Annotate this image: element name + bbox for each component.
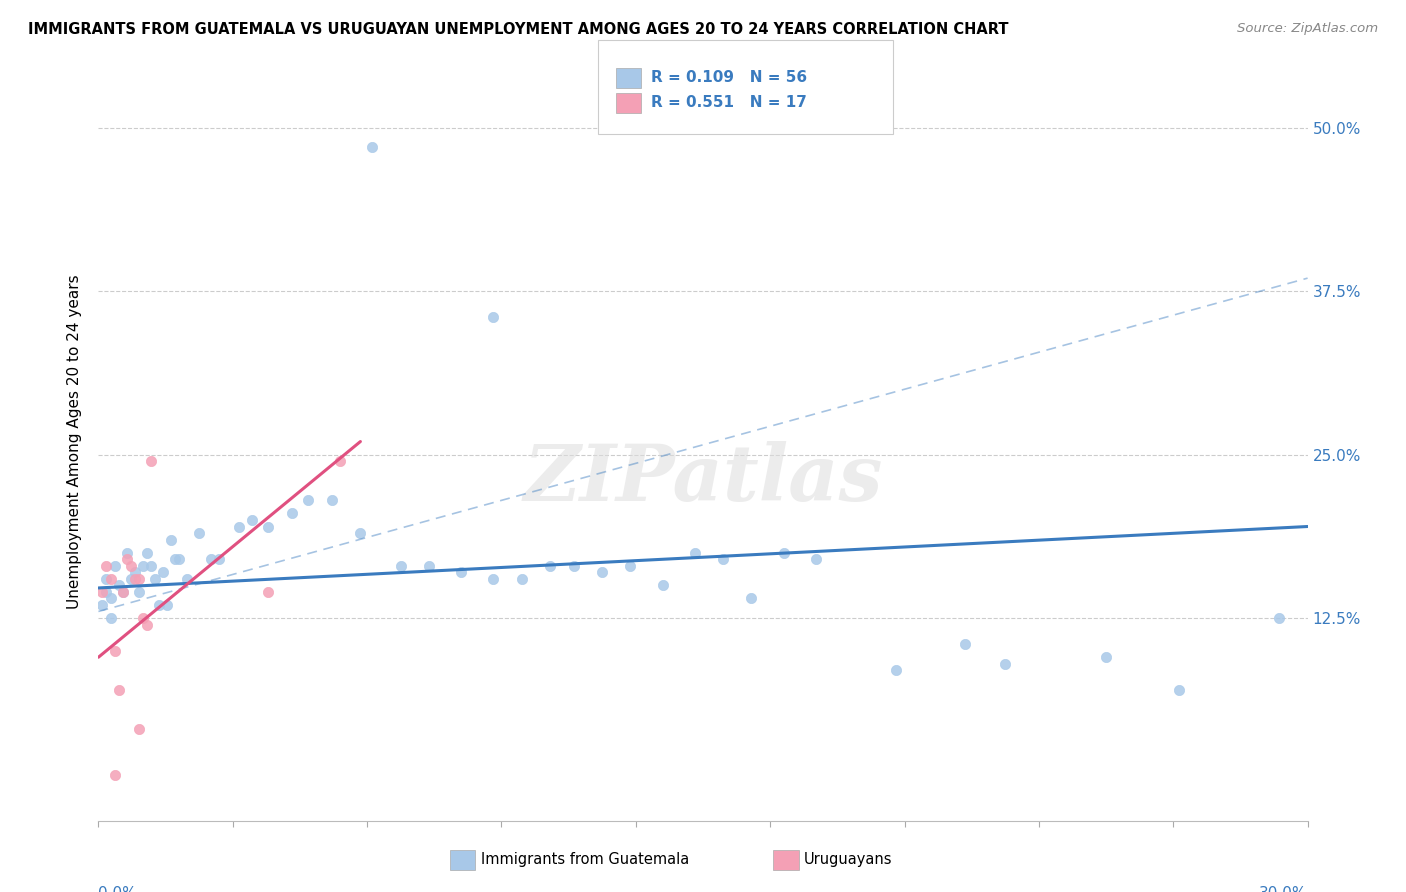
Point xyxy=(128,585,150,599)
Point xyxy=(135,546,157,560)
Point xyxy=(132,558,155,573)
Point xyxy=(128,722,150,736)
Point xyxy=(389,558,412,573)
Point xyxy=(591,566,613,580)
Point xyxy=(772,546,794,560)
Point xyxy=(321,493,343,508)
Point xyxy=(100,572,122,586)
Point xyxy=(156,598,179,612)
Text: IMMIGRANTS FROM GUATEMALA VS URUGUAYAN UNEMPLOYMENT AMONG AGES 20 TO 24 YEARS CO: IMMIGRANTS FROM GUATEMALA VS URUGUAYAN U… xyxy=(28,22,1008,37)
Point xyxy=(107,682,129,697)
Point xyxy=(418,558,440,573)
Point xyxy=(96,572,118,586)
Point xyxy=(91,598,114,612)
Point xyxy=(160,533,183,547)
Point xyxy=(482,310,505,325)
Point xyxy=(120,572,142,586)
Point xyxy=(103,643,125,657)
Y-axis label: Unemployment Among Ages 20 to 24 years: Unemployment Among Ages 20 to 24 years xyxy=(67,274,83,609)
Point xyxy=(228,519,250,533)
Point xyxy=(107,578,129,592)
Point xyxy=(100,591,122,606)
Point xyxy=(135,617,157,632)
Point xyxy=(132,611,155,625)
Text: Immigrants from Guatemala: Immigrants from Guatemala xyxy=(481,853,689,867)
Point xyxy=(152,566,174,580)
Point xyxy=(103,558,125,573)
Point xyxy=(651,578,673,592)
Text: ZIPatlas: ZIPatlas xyxy=(523,442,883,517)
Point xyxy=(240,513,263,527)
Point xyxy=(103,768,125,782)
Point xyxy=(139,558,162,573)
Point xyxy=(886,663,908,677)
Text: Uruguayans: Uruguayans xyxy=(804,853,893,867)
Point xyxy=(111,585,134,599)
Point xyxy=(115,552,138,566)
Point xyxy=(619,558,641,573)
Point xyxy=(994,657,1017,671)
Point xyxy=(111,585,134,599)
Point xyxy=(188,526,211,541)
Point xyxy=(297,493,319,508)
Point xyxy=(115,546,138,560)
Point xyxy=(200,552,222,566)
Point xyxy=(139,454,162,468)
Point xyxy=(482,572,505,586)
Point xyxy=(128,572,150,586)
Point xyxy=(120,558,142,573)
Point xyxy=(256,519,278,533)
Point xyxy=(450,566,472,580)
Point xyxy=(361,140,384,154)
Point xyxy=(96,585,118,599)
Point xyxy=(208,552,231,566)
Point xyxy=(281,507,304,521)
Text: 30.0%: 30.0% xyxy=(1260,886,1308,892)
Point xyxy=(143,572,166,586)
Text: R = 0.109   N = 56: R = 0.109 N = 56 xyxy=(651,70,807,85)
Point xyxy=(1268,611,1291,625)
Point xyxy=(683,546,706,560)
Point xyxy=(100,611,122,625)
Text: 0.0%: 0.0% xyxy=(98,886,138,892)
Point xyxy=(562,558,585,573)
Point xyxy=(176,572,198,586)
Point xyxy=(91,585,114,599)
Point xyxy=(953,637,976,651)
Point xyxy=(1095,650,1118,665)
Point xyxy=(711,552,734,566)
Point xyxy=(1167,682,1189,697)
Point xyxy=(148,598,170,612)
Point xyxy=(96,558,118,573)
Text: Source: ZipAtlas.com: Source: ZipAtlas.com xyxy=(1237,22,1378,36)
Point xyxy=(163,552,186,566)
Point xyxy=(538,558,561,573)
Point xyxy=(256,585,278,599)
Point xyxy=(124,572,146,586)
Point xyxy=(329,454,352,468)
Point xyxy=(510,572,533,586)
Point xyxy=(804,552,827,566)
Text: R = 0.551   N = 17: R = 0.551 N = 17 xyxy=(651,95,807,110)
Point xyxy=(349,526,371,541)
Point xyxy=(167,552,190,566)
Point xyxy=(124,566,146,580)
Point xyxy=(740,591,762,606)
